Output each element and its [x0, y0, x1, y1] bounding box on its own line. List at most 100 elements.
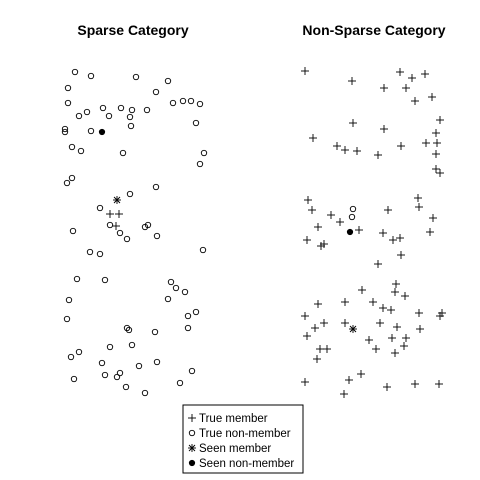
true-member-point	[388, 334, 396, 342]
true-non-member-point	[127, 122, 135, 130]
true-non-member-point	[61, 128, 69, 136]
legend-circle-symbol	[188, 429, 196, 437]
true-member-point	[374, 151, 382, 159]
true-member-point	[380, 125, 388, 133]
true-member-point	[391, 288, 399, 296]
legend-item-seen-non-member: Seen non-member	[188, 458, 294, 470]
true-non-member-point	[128, 341, 136, 349]
true-member-point	[372, 345, 380, 353]
legend-item-seen-member: Seen member	[188, 443, 271, 455]
true-member-point	[314, 223, 322, 231]
true-member-point	[389, 236, 397, 244]
true-non-member-point	[172, 284, 180, 292]
legend-item-true-member: True member	[188, 413, 268, 425]
legend-plus-symbol	[188, 414, 196, 422]
true-member-point	[301, 378, 309, 386]
true-non-member-point	[169, 99, 177, 107]
panel-1-points	[69, 190, 207, 258]
true-member-point	[429, 214, 437, 222]
true-member-point	[353, 147, 361, 155]
true-member-point	[320, 319, 328, 327]
true-non-member-point	[151, 328, 159, 336]
true-member-point	[313, 355, 321, 363]
true-member-point	[436, 116, 444, 124]
true-member-point	[317, 242, 325, 250]
true-non-member-point	[69, 227, 77, 235]
true-non-member-point	[192, 119, 200, 127]
true-member-point	[383, 383, 391, 391]
true-non-member-point	[64, 99, 72, 107]
true-non-member-point	[116, 369, 124, 377]
true-member-point	[435, 380, 443, 388]
legend-label-true-non-member: True non-member	[199, 428, 291, 440]
legend-label-seen-member: Seen member	[199, 443, 271, 455]
true-non-member-point	[132, 73, 140, 81]
true-member-point	[428, 93, 436, 101]
true-non-member-point	[68, 143, 76, 151]
true-member-point	[115, 210, 123, 218]
true-non-member-point	[184, 324, 192, 332]
legend-symbol-mark	[188, 444, 196, 452]
true-member-point	[301, 312, 309, 320]
true-member-point	[396, 234, 404, 242]
true-non-member-point	[119, 149, 127, 157]
true-non-member-point	[125, 326, 133, 334]
true-member-point	[380, 84, 388, 92]
true-member-point	[311, 324, 319, 332]
true-non-member-point	[181, 288, 189, 296]
legend-box	[182, 404, 304, 474]
true-non-member-point	[153, 232, 161, 240]
legend-label-true-member: True member	[199, 413, 268, 425]
legend: True member True non-member Seen member …	[182, 404, 304, 474]
true-member-point	[396, 68, 404, 76]
true-non-member-point	[187, 97, 195, 105]
panel-3-points	[301, 67, 444, 177]
true-member-point	[432, 165, 440, 173]
true-non-member-point	[87, 127, 95, 135]
true-member-point	[349, 119, 357, 127]
true-non-member-point	[101, 276, 109, 284]
true-non-member-point	[77, 147, 85, 155]
seen-non-member-point	[98, 128, 106, 136]
true-non-member-point	[87, 72, 95, 80]
true-member-point	[333, 142, 341, 150]
legend-symbol-mark	[188, 459, 196, 467]
true-member-point	[392, 280, 400, 288]
true-non-member-point	[73, 275, 81, 283]
true-non-member-point	[184, 312, 192, 320]
true-non-member-point	[135, 362, 143, 370]
true-non-member-point	[200, 149, 208, 157]
legend-filled-circle-symbol	[188, 459, 196, 467]
panel-4-points	[303, 194, 437, 268]
true-member-point	[421, 70, 429, 78]
true-member-point	[309, 134, 317, 142]
true-non-member-point	[143, 106, 151, 114]
true-member-point	[341, 298, 349, 306]
left-panel-title: Sparse Category	[77, 22, 188, 38]
true-non-member-point	[348, 213, 356, 221]
true-member-point	[376, 319, 384, 327]
true-non-member-point	[164, 295, 172, 303]
true-non-member-point	[196, 160, 204, 168]
true-non-member-point	[188, 367, 196, 375]
true-non-member-point	[123, 324, 131, 332]
true-member-point	[365, 336, 373, 344]
true-member-point	[426, 228, 434, 236]
true-non-member-point	[101, 371, 109, 379]
true-non-member-point	[71, 68, 79, 76]
true-member-point	[401, 292, 409, 300]
true-member-point	[416, 325, 424, 333]
true-non-member-point	[192, 308, 200, 316]
true-member-point	[414, 194, 422, 202]
true-non-member-point	[70, 375, 78, 383]
true-member-point	[374, 260, 382, 268]
true-member-point	[397, 251, 405, 259]
true-member-point	[379, 304, 387, 312]
true-member-point	[384, 206, 392, 214]
true-non-member-point	[63, 315, 71, 323]
true-member-point	[358, 286, 366, 294]
true-non-member-point	[67, 353, 75, 361]
true-non-member-point	[164, 77, 172, 85]
true-non-member-point	[106, 343, 114, 351]
true-non-member-point	[113, 373, 121, 381]
